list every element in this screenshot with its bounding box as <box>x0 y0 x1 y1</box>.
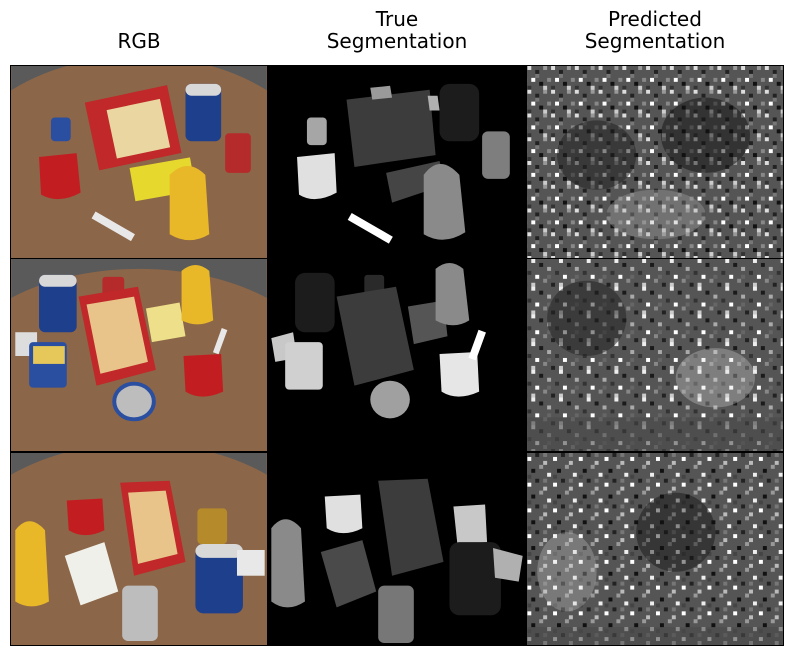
true-seg-scene-3-drawing <box>271 478 523 644</box>
pred-seg-scene-3-drawing <box>527 453 783 645</box>
rgb-scene-1-drawing <box>11 66 267 258</box>
true-segmentation-scene-1 <box>268 65 526 259</box>
rgb-image-scene-3 <box>10 452 268 646</box>
rgb-image-scene-2 <box>10 258 268 452</box>
true-segmentation-scene-2 <box>268 258 526 452</box>
rgb-image-scene-1 <box>10 65 268 259</box>
pred-seg-scene-1-drawing <box>527 66 783 258</box>
predicted-segmentation-scene-1 <box>526 65 784 259</box>
predicted-segmentation-scene-3 <box>526 452 784 646</box>
column-title-predicted-segmentation: Predicted Segmentation <box>584 7 726 53</box>
rgb-scene-3-drawing <box>11 453 267 645</box>
true-segmentation-scene-3 <box>268 452 526 646</box>
pred-seg-scene-2-drawing <box>527 259 783 451</box>
true-seg-scene-1-drawing <box>297 83 510 244</box>
predicted-segmentation-scene-2 <box>526 258 784 452</box>
column-title-rgb: RGB <box>117 29 161 53</box>
rgb-scene-2-drawing <box>11 259 267 451</box>
column-title-true-segmentation: True Segmentation <box>326 7 468 53</box>
true-seg-scene-2-drawing <box>271 262 486 419</box>
